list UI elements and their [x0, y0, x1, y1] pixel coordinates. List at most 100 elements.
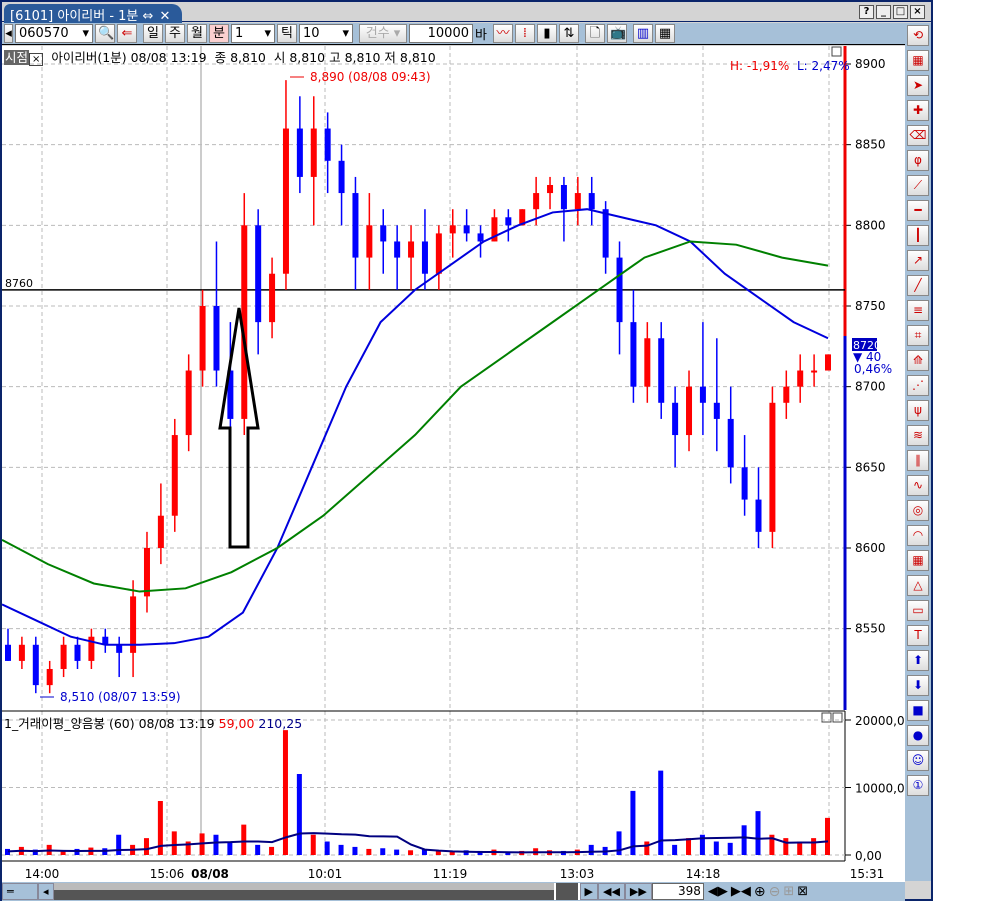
help-button[interactable]: ?: [859, 5, 874, 19]
gann-icon[interactable]: ⌗: [907, 325, 929, 346]
speed-icon[interactable]: ⟰: [907, 350, 929, 371]
count-input[interactable]: 10000: [409, 24, 473, 43]
search-button[interactable]: 🔍: [95, 24, 115, 43]
maximize-button[interactable]: □: [893, 5, 908, 19]
smile-icon[interactable]: ☺: [907, 750, 929, 771]
window-tab[interactable]: [6101] 아이리버 - 1분 ⇔ ✕: [4, 4, 182, 24]
parallel-icon[interactable]: ∥: [907, 450, 929, 471]
week-button[interactable]: 주: [165, 24, 185, 43]
square-icon[interactable]: ■: [907, 700, 929, 721]
vline-icon[interactable]: ┃: [907, 225, 929, 246]
wave-icon[interactable]: ∿: [907, 475, 929, 496]
volume-bar: [713, 841, 719, 855]
grid-icon[interactable]: ⊞: [783, 884, 795, 899]
fan-icon[interactable]: ⋰: [907, 375, 929, 396]
tv-button[interactable]: 📺: [606, 24, 627, 43]
price-chart-svg[interactable]: 8900 8850 8800 8750 8700 8650 8600 8550 8760 8,89…: [1, 46, 912, 882]
volume-datetime: 08/08 13:19: [138, 716, 215, 731]
minute-button[interactable]: 분: [209, 24, 229, 43]
close-button[interactable]: ×: [910, 5, 925, 19]
chart-area[interactable]: 8900 8850 8800 8750 8700 8650 8600 8550 8760 8,89…: [1, 46, 912, 882]
line-chart-button[interactable]: 〰: [492, 24, 513, 43]
candle-body: [699, 386, 706, 403]
close-tab-icon[interactable]: ✕: [159, 9, 171, 24]
tick-select[interactable]: 10 ▾: [299, 24, 353, 43]
scroll-left-button[interactable]: ◂: [38, 883, 54, 900]
fast-forward-button[interactable]: ▶▶: [624, 883, 652, 900]
bar-count-input[interactable]: 398: [651, 883, 704, 900]
rewind-button[interactable]: ◀◀: [598, 883, 625, 900]
fibo-icon[interactable]: φ: [907, 150, 929, 171]
line-icon[interactable]: ╱: [907, 275, 929, 296]
channel-icon[interactable]: ≡: [907, 300, 929, 321]
volume-bar: [797, 841, 803, 855]
dot-bars-button[interactable]: ⁞: [514, 24, 535, 43]
number-icon[interactable]: ①: [907, 775, 929, 796]
fit-icon[interactable]: ▶◀: [730, 884, 751, 899]
zoom-in-icon[interactable]: ⊕: [753, 883, 766, 900]
candle-body: [588, 193, 595, 210]
candle-body: [686, 386, 693, 436]
arrow-up-icon[interactable]: ⬆: [907, 650, 929, 671]
volume-ma-line: [7, 832, 829, 854]
dot-bars-icon: ⁞: [522, 26, 528, 41]
layout-icon[interactable]: ▦: [907, 50, 929, 71]
candle-body: [727, 418, 734, 468]
scroll-grip[interactable]: ═: [2, 883, 38, 900]
hline-icon[interactable]: ━: [907, 200, 929, 221]
pitchfork-icon[interactable]: ψ: [907, 400, 929, 421]
up-down-arrows-icon: ⇅: [563, 26, 575, 41]
reset-icon[interactable]: ⊠: [797, 884, 809, 899]
minimize-button[interactable]: _: [876, 5, 891, 19]
scroll-bar[interactable]: ═ ◂ ▶ ◀◀ ▶▶ 398 ◀▶ ▶◀ ⊕ ⊖ ⊞ ⊠: [2, 882, 905, 901]
regression-icon[interactable]: ≋: [907, 425, 929, 446]
candle-body: [630, 322, 637, 387]
link-icon[interactable]: ⇔: [142, 9, 154, 24]
minute-value: 1: [235, 26, 244, 41]
rect-text-icon[interactable]: ▭: [907, 600, 929, 621]
table-button[interactable]: ▦: [654, 24, 675, 43]
search-add-button[interactable]: ⇐: [117, 24, 137, 43]
volume-bar: [171, 831, 177, 855]
doc-button[interactable]: 🗋: [584, 24, 605, 43]
text-icon[interactable]: T: [907, 625, 929, 646]
circle-icon[interactable]: ●: [907, 725, 929, 746]
arrow-down-icon[interactable]: ⬇: [907, 675, 929, 696]
current-price: 8720: [853, 339, 881, 352]
day-button[interactable]: 일: [143, 24, 163, 43]
arc-icon[interactable]: ◠: [907, 525, 929, 546]
minute-select[interactable]: 1 ▾: [231, 24, 275, 43]
pointer-icon[interactable]: ➤: [907, 75, 929, 96]
month-button[interactable]: 월: [187, 24, 207, 43]
refresh-icon[interactable]: ⟲: [907, 25, 929, 46]
tick-button[interactable]: 틱: [277, 24, 297, 43]
x-tick-label: 11:19: [433, 867, 468, 881]
legend-close-icon[interactable]: ×: [29, 53, 44, 66]
volume-value-2: 210,25: [258, 716, 303, 731]
stock-code-select[interactable]: 060570 ▾: [15, 24, 93, 43]
scroll-thumb[interactable]: [553, 883, 580, 900]
low-pct: L: 2,47%: [796, 59, 850, 73]
collapse-left-button[interactable]: ◂: [4, 24, 13, 43]
ma-short-line: [1, 208, 829, 646]
count-select[interactable]: 건수 ▾: [359, 24, 407, 43]
volume-bar: [157, 801, 163, 855]
updown-button[interactable]: ⇅: [558, 24, 579, 43]
scroll-overview[interactable]: [53, 883, 554, 900]
play-button[interactable]: ▶: [579, 883, 598, 900]
candle-button[interactable]: ▥: [632, 24, 653, 43]
bar-chart-button[interactable]: ▮: [536, 24, 557, 43]
zoom-out-icon[interactable]: ⊖: [768, 883, 781, 900]
eraser-icon[interactable]: ⌫: [907, 125, 929, 146]
cross-icon[interactable]: ✚: [907, 100, 929, 121]
price-legend: 시점 × 아이리버(1분) 08/08 13:19 종 8,810 시 8,810…: [4, 47, 436, 66]
crosshair-tag[interactable]: 시점: [4, 50, 30, 65]
trendline-icon[interactable]: ⟋: [907, 175, 929, 196]
ray-icon[interactable]: ↗: [907, 250, 929, 271]
candle-body: [713, 402, 720, 419]
grid-icon[interactable]: ▦: [907, 550, 929, 571]
expand-icon[interactable]: ◀▶: [707, 884, 728, 899]
y-tick-label: 8700: [855, 380, 886, 394]
triangle-icon[interactable]: △: [907, 575, 929, 596]
cycle-icon[interactable]: ◎: [907, 500, 929, 521]
